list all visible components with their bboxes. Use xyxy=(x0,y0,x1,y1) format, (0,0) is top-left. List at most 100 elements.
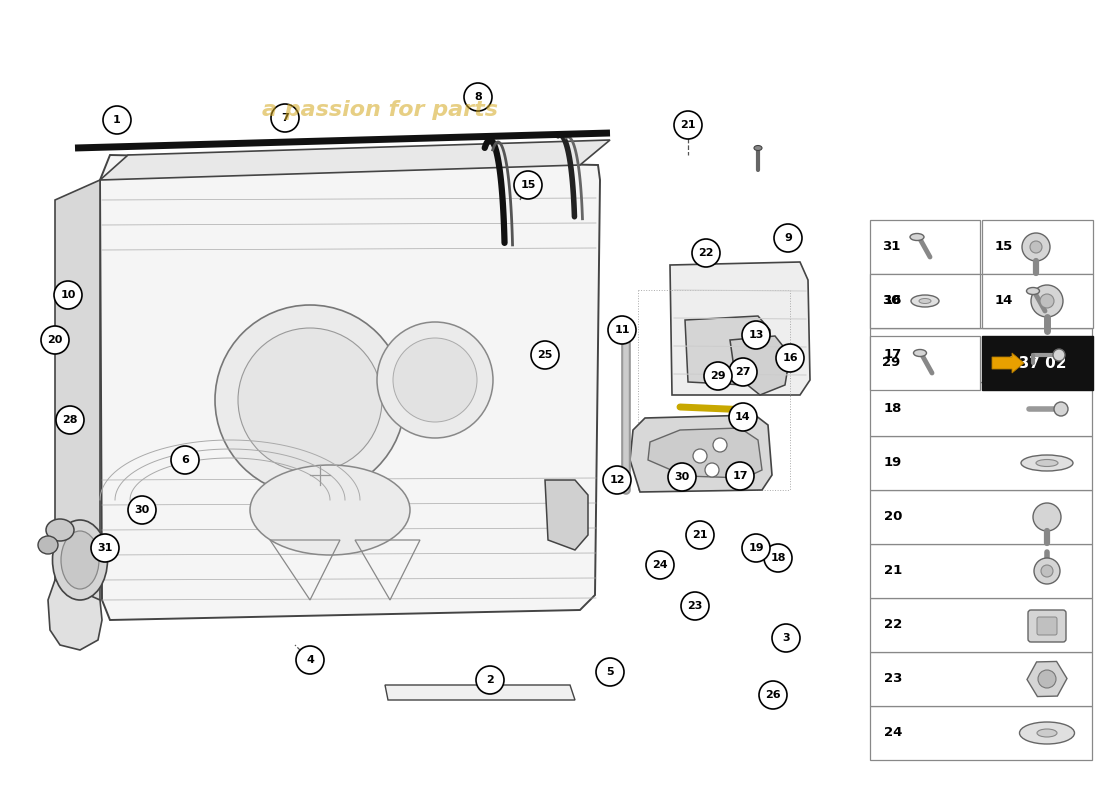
Circle shape xyxy=(41,326,69,354)
Circle shape xyxy=(170,446,199,474)
Text: 30: 30 xyxy=(882,294,901,307)
Ellipse shape xyxy=(1020,722,1075,744)
Text: 14: 14 xyxy=(996,294,1013,307)
Circle shape xyxy=(103,106,131,134)
Text: 21: 21 xyxy=(692,530,707,540)
Ellipse shape xyxy=(1036,459,1058,466)
Ellipse shape xyxy=(1021,455,1072,471)
Circle shape xyxy=(704,362,732,390)
Circle shape xyxy=(681,592,710,620)
Polygon shape xyxy=(100,140,611,180)
Circle shape xyxy=(772,624,800,652)
Text: 19: 19 xyxy=(884,457,902,470)
Text: 12: 12 xyxy=(609,475,625,485)
Circle shape xyxy=(377,322,493,438)
Text: 1: 1 xyxy=(113,115,121,125)
Text: 23: 23 xyxy=(884,673,902,686)
Circle shape xyxy=(91,534,119,562)
Ellipse shape xyxy=(911,295,939,307)
Text: 22: 22 xyxy=(698,248,714,258)
Text: 29: 29 xyxy=(711,371,726,381)
Ellipse shape xyxy=(250,465,410,555)
Text: 15: 15 xyxy=(520,180,536,190)
Text: 28: 28 xyxy=(63,415,78,425)
Polygon shape xyxy=(992,353,1024,373)
FancyBboxPatch shape xyxy=(870,220,980,274)
Text: 10: 10 xyxy=(60,290,76,300)
Text: 16: 16 xyxy=(884,294,902,307)
Ellipse shape xyxy=(53,520,108,600)
Circle shape xyxy=(393,338,477,422)
Text: 21: 21 xyxy=(884,565,902,578)
Text: 7: 7 xyxy=(282,113,289,123)
Text: 20: 20 xyxy=(47,335,63,345)
Circle shape xyxy=(128,496,156,524)
Text: 31: 31 xyxy=(97,543,112,553)
Polygon shape xyxy=(100,155,600,620)
Circle shape xyxy=(646,551,674,579)
Circle shape xyxy=(1040,294,1054,308)
Ellipse shape xyxy=(1026,287,1039,294)
Text: 24: 24 xyxy=(884,726,902,739)
FancyBboxPatch shape xyxy=(870,490,1092,544)
Polygon shape xyxy=(385,685,575,700)
Circle shape xyxy=(476,666,504,694)
Circle shape xyxy=(271,104,299,132)
FancyBboxPatch shape xyxy=(870,274,980,328)
Circle shape xyxy=(1053,349,1065,361)
Circle shape xyxy=(1031,285,1063,317)
Ellipse shape xyxy=(60,531,99,589)
Text: 23: 23 xyxy=(688,601,703,611)
Ellipse shape xyxy=(913,350,926,357)
Text: 18: 18 xyxy=(770,553,785,563)
Text: 17: 17 xyxy=(884,349,902,362)
Circle shape xyxy=(596,658,624,686)
Circle shape xyxy=(1041,565,1053,577)
Text: a passion for parts: a passion for parts xyxy=(262,100,498,120)
Text: 31: 31 xyxy=(882,241,901,254)
Text: 837 02: 837 02 xyxy=(1008,355,1066,370)
Circle shape xyxy=(668,463,696,491)
Circle shape xyxy=(742,534,770,562)
Polygon shape xyxy=(685,316,770,385)
Circle shape xyxy=(1054,402,1068,416)
Text: 2: 2 xyxy=(486,675,494,685)
FancyBboxPatch shape xyxy=(982,220,1093,274)
Circle shape xyxy=(54,281,82,309)
Text: 4: 4 xyxy=(306,655,313,665)
Circle shape xyxy=(1038,670,1056,688)
Circle shape xyxy=(603,466,631,494)
Polygon shape xyxy=(48,580,102,650)
Text: 6: 6 xyxy=(182,455,189,465)
Circle shape xyxy=(296,646,324,674)
Polygon shape xyxy=(544,480,588,550)
Text: 16: 16 xyxy=(782,353,797,363)
Circle shape xyxy=(776,344,804,372)
FancyBboxPatch shape xyxy=(870,652,1092,706)
Text: 9: 9 xyxy=(784,233,792,243)
FancyBboxPatch shape xyxy=(870,706,1092,760)
Text: 11: 11 xyxy=(614,325,629,335)
Circle shape xyxy=(214,305,405,495)
Text: 26: 26 xyxy=(766,690,781,700)
Circle shape xyxy=(1030,241,1042,253)
Circle shape xyxy=(692,239,720,267)
FancyBboxPatch shape xyxy=(870,598,1092,652)
Circle shape xyxy=(686,521,714,549)
FancyBboxPatch shape xyxy=(1037,617,1057,635)
Ellipse shape xyxy=(39,536,58,554)
Circle shape xyxy=(759,681,786,709)
Circle shape xyxy=(729,358,757,386)
Text: 27: 27 xyxy=(735,367,750,377)
FancyBboxPatch shape xyxy=(870,436,1092,490)
Circle shape xyxy=(674,111,702,139)
Circle shape xyxy=(742,321,770,349)
Text: 21: 21 xyxy=(680,120,695,130)
Circle shape xyxy=(514,171,542,199)
Text: 5: 5 xyxy=(606,667,614,677)
Text: 30: 30 xyxy=(674,472,690,482)
FancyBboxPatch shape xyxy=(870,274,1092,328)
Circle shape xyxy=(608,316,636,344)
Text: 24: 24 xyxy=(652,560,668,570)
Polygon shape xyxy=(630,415,772,492)
